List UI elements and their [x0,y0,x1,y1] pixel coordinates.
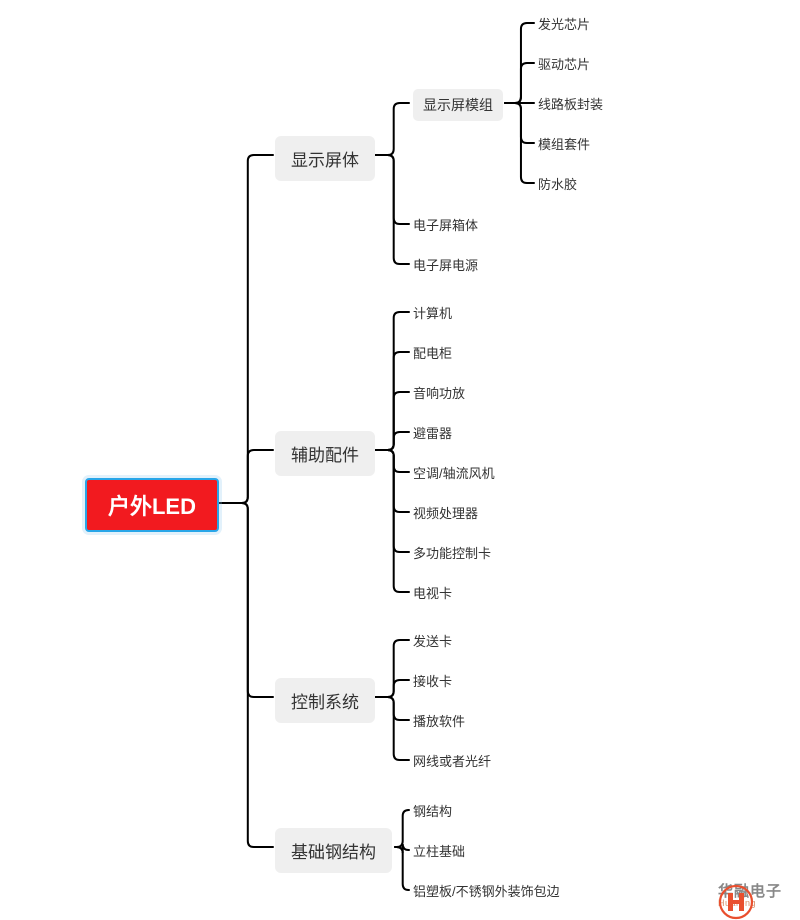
leaf-label: 空调/轴流风机 [413,463,495,482]
leaf-label: 多功能控制卡 [413,543,491,562]
category-node: 基础钢结构 [275,828,392,873]
leaf-label: 电子屏电源 [413,255,478,274]
logo-icon [718,884,754,920]
leaf-label: 铝塑板/不锈钢外装饰包边 [413,881,560,900]
leaf-label: 发光芯片 [538,14,590,33]
connector-layer [0,0,800,920]
leaf-label: 视频处理器 [413,503,478,522]
leaf-label: 音响功放 [413,383,465,402]
leaf-label: 网线或者光纤 [413,751,491,770]
leaf-label: 电子屏箱体 [413,215,478,234]
root-node: 户外LED [85,478,219,532]
leaf-label: 驱动芯片 [538,54,590,73]
watermark-logo: 华融电子 Huarong [718,884,782,908]
category-node: 辅助配件 [275,431,375,476]
leaf-label: 接收卡 [413,671,452,690]
leaf-label: 立柱基础 [413,841,465,860]
sub-node: 显示屏模组 [413,89,503,121]
leaf-label: 播放软件 [413,711,465,730]
leaf-label: 钢结构 [413,801,452,820]
leaf-label: 电视卡 [413,583,452,602]
leaf-label: 计算机 [413,303,452,322]
leaf-label: 模组套件 [538,134,590,153]
leaf-label: 避雷器 [413,423,452,442]
leaf-label: 配电柜 [413,343,452,362]
leaf-label: 防水胶 [538,174,577,193]
leaf-label: 线路板封装 [538,94,603,113]
leaf-label: 发送卡 [413,631,452,650]
category-node: 控制系统 [275,678,375,723]
category-node: 显示屏体 [275,136,375,181]
